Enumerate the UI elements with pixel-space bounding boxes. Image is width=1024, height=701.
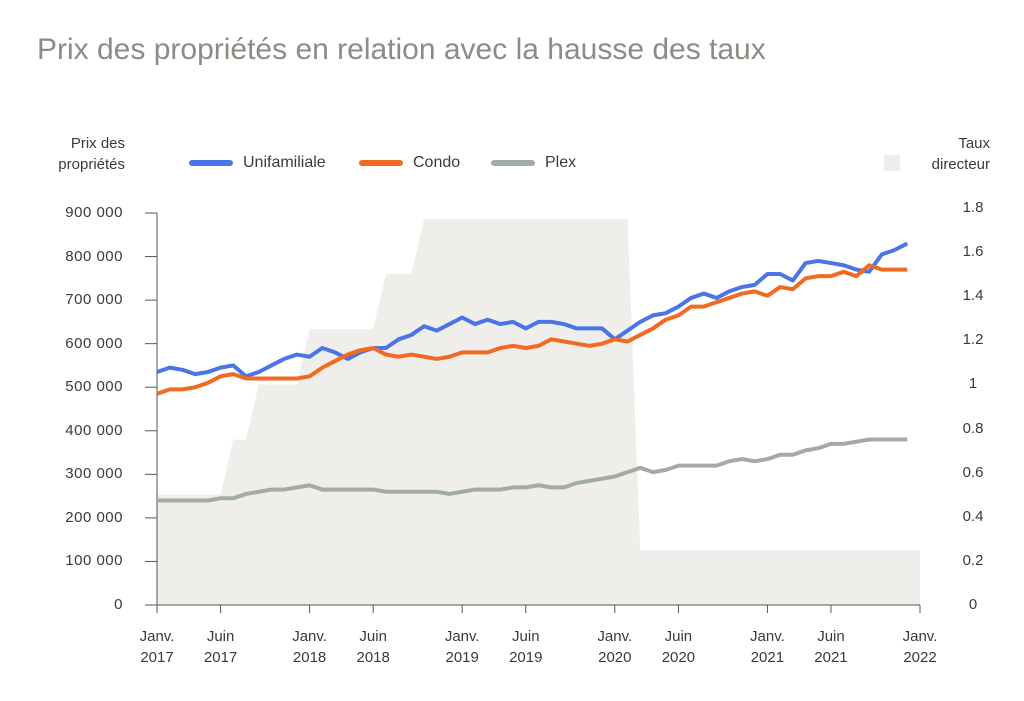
y-tick-label: 900 000 [65, 204, 123, 221]
legend-swatch [884, 155, 900, 171]
legend-label: Condo [413, 154, 461, 171]
y-tick-label: 300 000 [65, 465, 123, 483]
series-line [157, 437, 908, 503]
y2-tick-label: 0.4 [962, 507, 984, 525]
legend-label: Plex [545, 154, 577, 171]
series-line [156, 263, 908, 396]
series-line [156, 241, 909, 379]
x-tick-label: Janv. 2017 [139, 628, 175, 666]
y2-tick-label: 1.4 [962, 287, 984, 305]
y-tick-label: 600 000 [65, 334, 123, 352]
x-tick-label: Janv. 2019 [444, 628, 480, 666]
x-tick-label: Juin 2018 [356, 628, 390, 666]
y-tick-label: 200 000 [65, 508, 123, 526]
y-tick-label: 500 000 [65, 378, 123, 396]
y-axis-label: Prix des propriétés [58, 135, 125, 173]
y-tick-label: 400 000 [65, 421, 123, 439]
y-tick-label: 0 [114, 596, 123, 613]
y2-tick-label: 0 [968, 596, 978, 613]
x-tick-label: Janv. 2021 [750, 628, 785, 666]
y2-tick-label: 1.2 [962, 331, 984, 349]
y2-tick-label: 1 [968, 375, 978, 393]
x-tick-label: Janv. 2018 [292, 628, 327, 666]
y-tick-label: 100 000 [65, 552, 123, 570]
chart-title: Prix des propriétés en relation avec la … [37, 33, 766, 66]
x-tick-label: Juin 2019 [509, 628, 543, 666]
y2-tick-label: 0.6 [962, 463, 984, 481]
rate-area [157, 219, 920, 605]
x-tick-label: Juin 2020 [661, 628, 696, 666]
y2-tick-label: 1.8 [962, 199, 984, 216]
legend-label: Unifamiliale [243, 154, 326, 171]
y2-tick-label: 1.6 [962, 243, 984, 261]
y-tick-label: 800 000 [65, 247, 123, 265]
x-tick-label: Janv. 2022 [902, 628, 938, 666]
y2-tick-label: 0.8 [962, 419, 984, 437]
legend-label: Taux directeur [931, 135, 990, 173]
y2-tick-label: 0.2 [962, 551, 984, 569]
y-tick-label: 700 000 [65, 291, 123, 309]
x-tick-label: Juin 2017 [203, 628, 238, 666]
x-tick-label: Juin 2021 [814, 628, 848, 666]
x-tick-label: Janv. 2020 [597, 628, 633, 666]
